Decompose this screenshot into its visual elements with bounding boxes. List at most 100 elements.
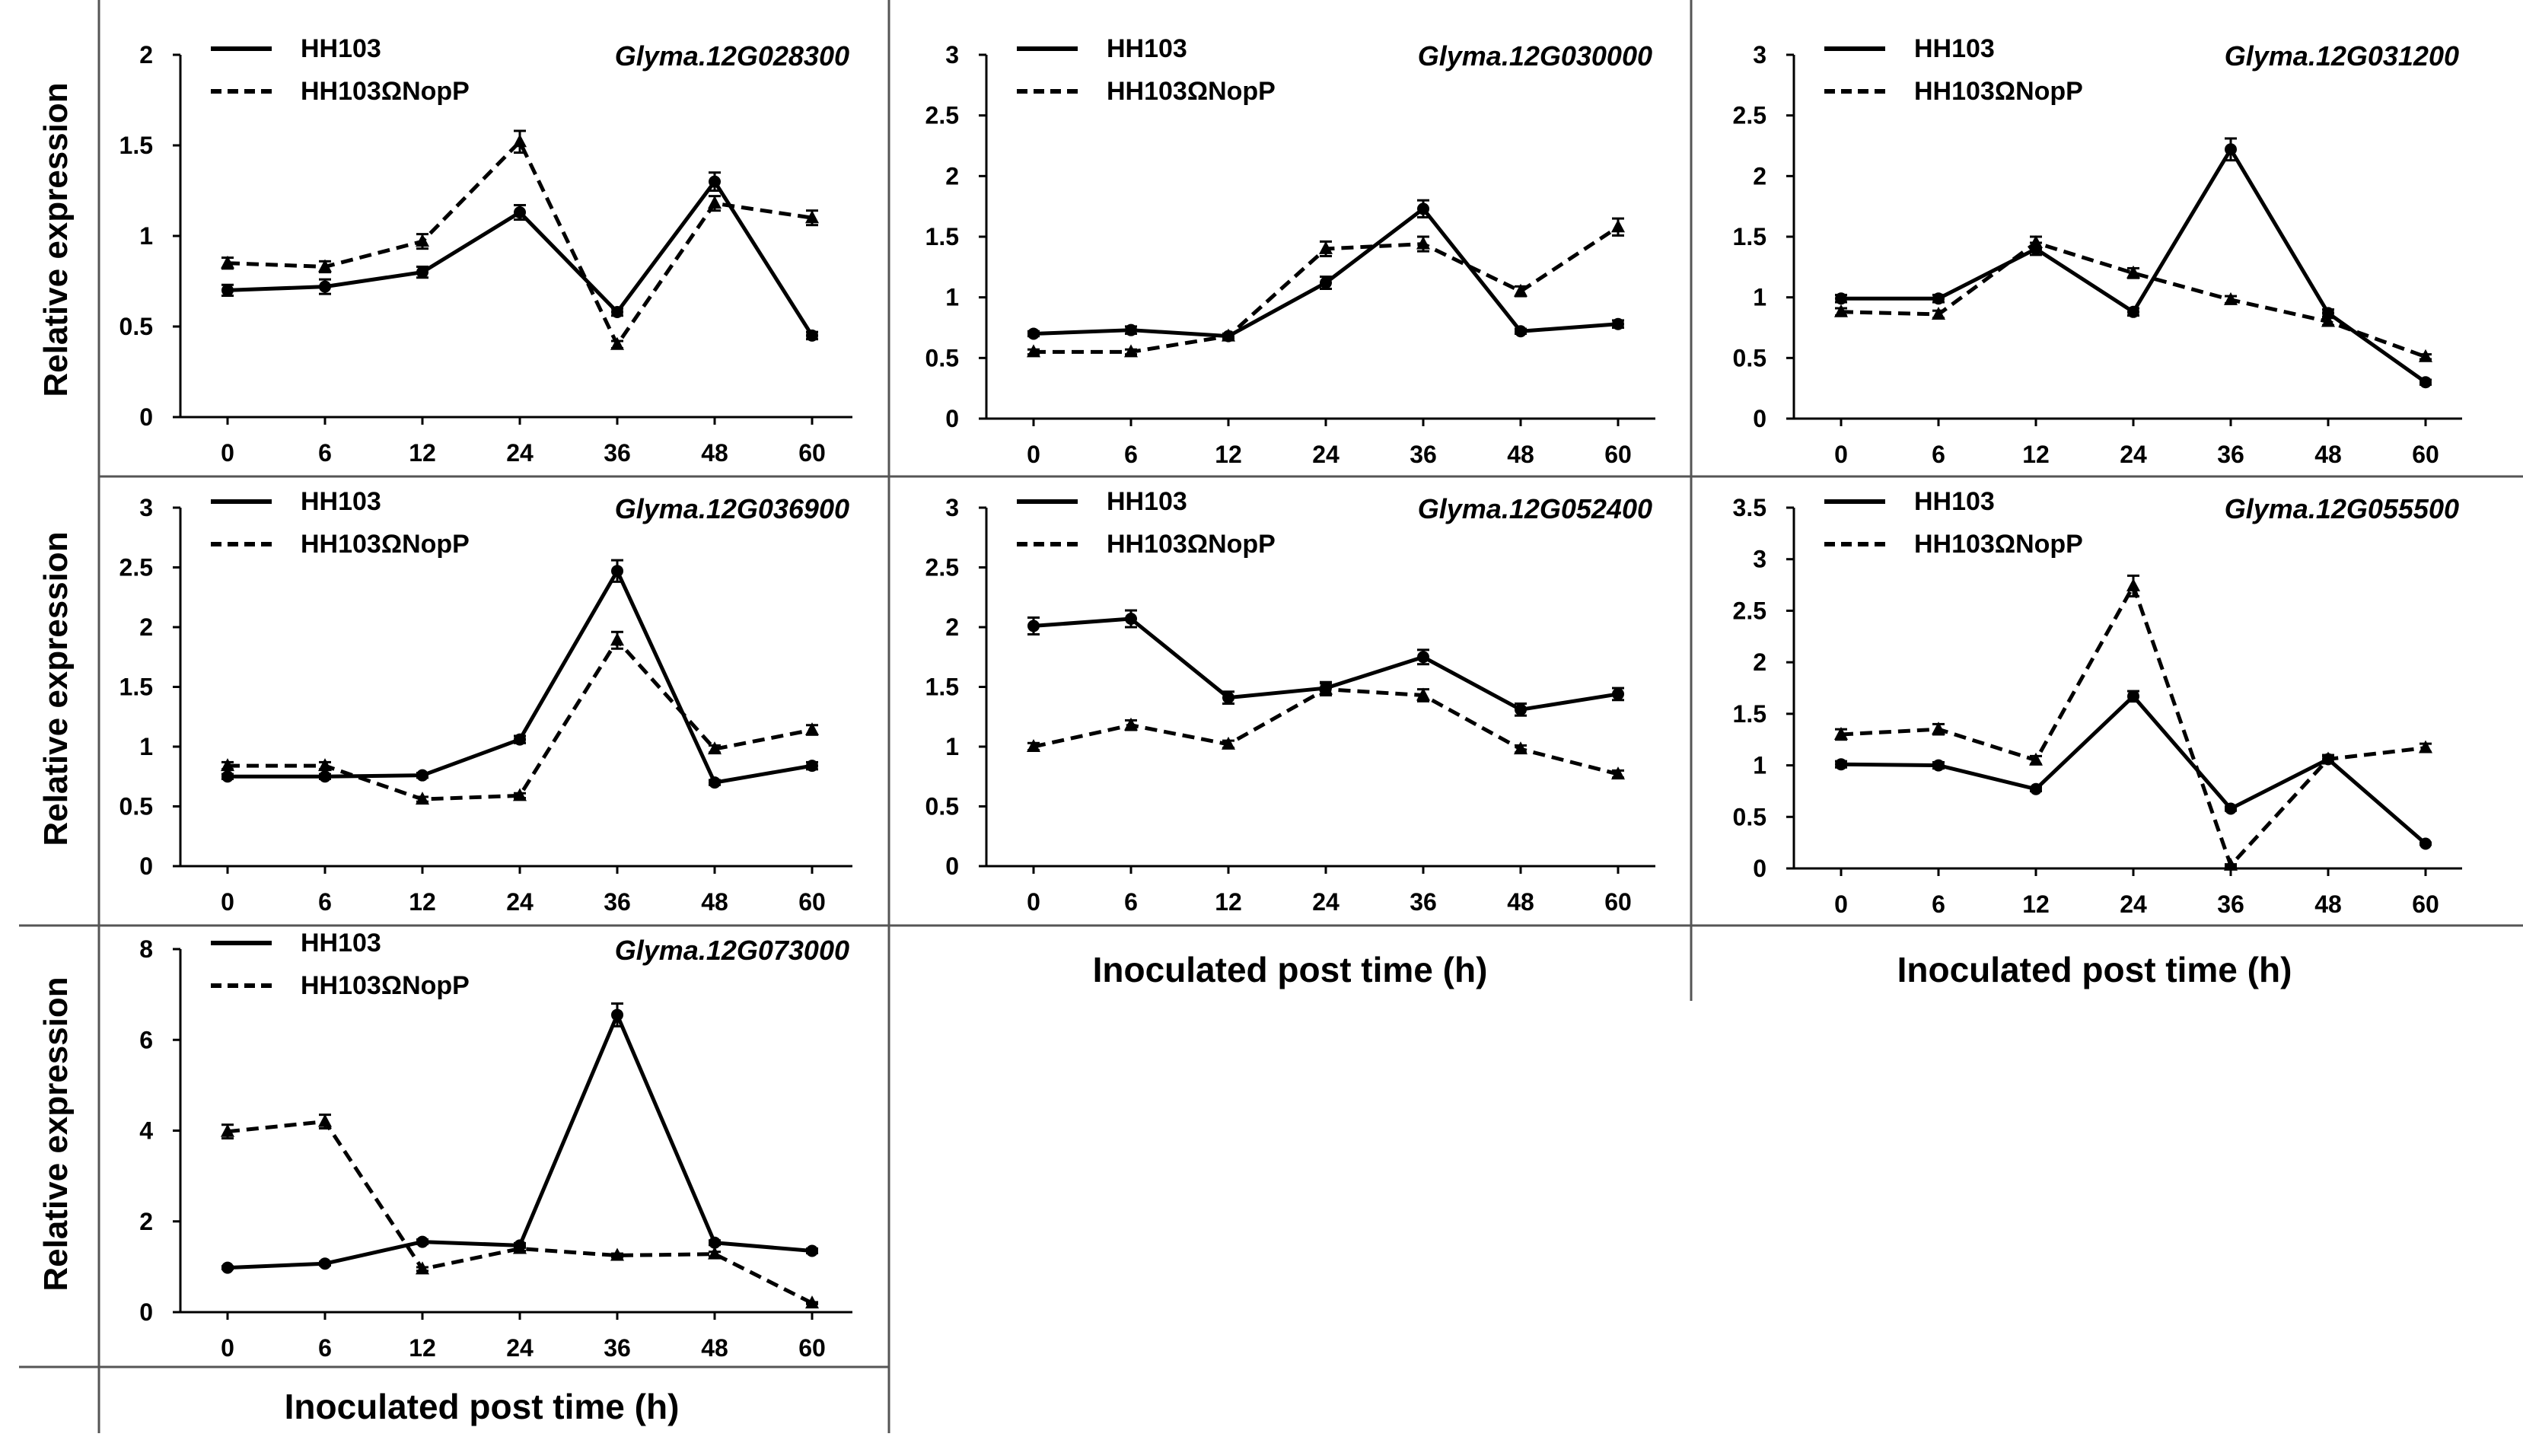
data-point <box>2030 782 2042 795</box>
x-tick-label: 24 <box>1312 441 1340 468</box>
data-point <box>1417 202 1429 215</box>
data-point <box>2419 349 2432 362</box>
x-axis-title-col2: Inoculated post time (h) <box>1093 950 1488 989</box>
x-tick-label: 12 <box>1215 888 1242 916</box>
y-tick-label: 2 <box>139 613 153 641</box>
y-tick-label: 1.5 <box>119 674 153 701</box>
series-hh103-nopp <box>1027 681 1625 780</box>
legend-label-hh103-nopp: HH103ΩNopP <box>1914 77 2083 106</box>
x-tick-label: 12 <box>409 439 436 467</box>
x-tick-label: 0 <box>1834 441 1848 468</box>
x-tick-label: 24 <box>1312 888 1340 916</box>
data-point <box>2224 857 2238 871</box>
y-tick-label: 0 <box>945 852 959 880</box>
y-tick-label: 1 <box>945 284 959 311</box>
series-hh103 <box>1835 690 2432 850</box>
data-point <box>2419 837 2432 850</box>
x-tick-label: 36 <box>2217 890 2244 918</box>
y-tick-label: 0 <box>1753 405 1766 432</box>
x-axis-title-col1: Inoculated post time (h) <box>285 1387 680 1426</box>
data-point <box>221 770 234 783</box>
y-tick-label: 0.5 <box>925 344 959 371</box>
y-tick-label: 3 <box>945 494 959 521</box>
data-point <box>2029 752 2043 766</box>
chart-title: Glyma.12G028300 <box>615 40 849 72</box>
data-point <box>1319 681 1333 695</box>
data-point <box>709 175 721 188</box>
data-point <box>513 1241 527 1254</box>
data-point <box>1124 717 1138 731</box>
series-hh103-nopp <box>1834 574 2432 871</box>
y-tick-label: 1 <box>1753 284 1766 311</box>
x-tick-label: 60 <box>2412 890 2439 918</box>
chart-title: Glyma.12G052400 <box>1418 493 1652 524</box>
x-tick-label: 48 <box>2314 441 2342 468</box>
series-hh103-nopp <box>221 1114 819 1309</box>
x-tick-label: 12 <box>1215 441 1242 468</box>
data-point <box>2419 376 2432 389</box>
data-point <box>1027 739 1040 752</box>
data-point <box>610 336 624 350</box>
charts-layer: 00.511.520 6 12 24 36 48 60Glyma.12G028300HH10… <box>119 34 2462 1362</box>
y-tick-label: 0 <box>1753 855 1766 882</box>
y-tick-label: 1 <box>139 222 153 250</box>
y-tick-label: 2.5 <box>1733 102 1766 129</box>
data-point <box>709 1236 721 1249</box>
chart-title: Glyma.12G073000 <box>615 935 849 966</box>
x-tick-label: 6 <box>1124 888 1138 916</box>
series-hh103 <box>1835 137 2432 389</box>
y-tick-label: 3 <box>1753 41 1766 68</box>
y-tick-label: 2 <box>945 162 959 190</box>
x-tick-label: 36 <box>604 1334 631 1362</box>
data-point <box>221 1261 234 1274</box>
legend-label-hh103: HH103 <box>1107 487 1187 516</box>
y-tick-label: 0.5 <box>119 793 153 820</box>
data-point <box>1125 613 1137 626</box>
series-hh103 <box>221 1002 818 1274</box>
x-tick-label: 24 <box>506 888 534 916</box>
legend-label-hh103: HH103 <box>1914 34 1995 63</box>
y-tick-label: 1.5 <box>1733 700 1766 728</box>
x-tick-label: 48 <box>1507 888 1534 916</box>
data-point <box>1320 276 1332 289</box>
chart-panel-6: 0 0.5 1 1.5 2 2.5 3 3.5 0 6 12 24 36 48 60 Glyma.12G055… <box>1733 487 2462 918</box>
x-tick-label: 36 <box>1410 888 1437 916</box>
y-tick-label: 8 <box>139 935 153 963</box>
chart-title: Glyma.12G055500 <box>2225 493 2459 524</box>
x-tick-label: 60 <box>798 888 826 916</box>
y-axis-title-row1: Relative expression <box>37 82 75 397</box>
data-point <box>610 632 624 646</box>
data-point <box>806 1244 818 1257</box>
x-tick-label: 48 <box>1507 441 1534 468</box>
series-hh103-nopp <box>221 129 819 350</box>
data-point <box>708 1246 722 1260</box>
data-point <box>611 305 623 318</box>
x-tick-label: 6 <box>318 439 332 467</box>
y-tick-label: 0 <box>945 405 959 432</box>
data-point <box>319 1257 331 1270</box>
x-tick-label: 12 <box>2022 441 2050 468</box>
data-point <box>2126 578 2140 591</box>
y-tick-label: 0.5 <box>1733 344 1766 371</box>
series-line <box>227 139 813 347</box>
y-tick-label: 2 <box>945 613 959 641</box>
x-tick-label: 6 <box>1124 441 1138 468</box>
data-point <box>1612 317 1624 330</box>
series-hh103-nopp <box>1027 217 1625 358</box>
data-point <box>1514 283 1527 297</box>
data-point <box>1319 241 1333 254</box>
data-point <box>2224 292 2238 305</box>
x-tick-label: 24 <box>2120 890 2147 918</box>
x-tick-label: 24 <box>506 1334 534 1362</box>
y-tick-label: 2 <box>139 41 153 68</box>
data-point <box>805 1295 819 1309</box>
chart-panel-3: 0 0.5 1 1.5 2 2.5 3 0 6 12 24 36 48 60 Glyma.12G031200… <box>1733 34 2462 468</box>
series-line <box>227 1012 813 1270</box>
data-point <box>1222 328 1235 342</box>
series-line <box>1033 687 1619 776</box>
data-point <box>319 280 331 293</box>
data-point <box>416 792 429 805</box>
y-tick-label: 2 <box>1753 648 1766 676</box>
data-point <box>805 722 819 736</box>
data-point <box>1932 759 1945 772</box>
